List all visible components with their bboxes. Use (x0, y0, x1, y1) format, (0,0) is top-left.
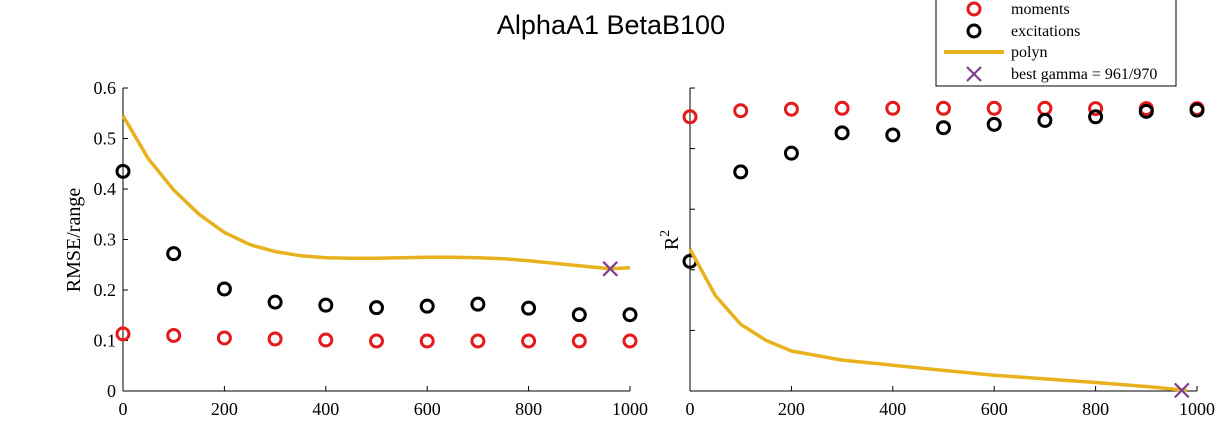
legend-entry: excitations (966, 23, 1080, 40)
left-y-tick-label: 0.1 (94, 331, 117, 351)
left-y-tick-label: 0 (107, 381, 116, 401)
right-moments-point (834, 100, 850, 116)
right-series-best (1174, 382, 1190, 399)
left-excitations-point (267, 294, 283, 310)
left-x-tick-label: 800 (515, 399, 542, 419)
right-moments-point (733, 103, 749, 119)
right-y-axis-label: R2 (658, 230, 683, 250)
left-x-tick-label: 0 (119, 399, 128, 419)
left-best-gamma-marker-stroke-b (602, 261, 619, 277)
left-excitations-point (115, 163, 131, 179)
left-moments-point (419, 333, 435, 349)
right-excitations-point (885, 127, 901, 143)
left-best-gamma-marker (602, 261, 619, 277)
figure-title: AlphaA1 BetaB100 (497, 10, 725, 40)
legend-label: best gamma = 961/970 (1011, 66, 1157, 83)
right-series-moments (682, 100, 1205, 125)
left-y-tick-label: 0.6 (94, 78, 117, 98)
left-moments-point (267, 331, 283, 347)
left-moments-point (166, 327, 182, 343)
right-y-axis-label-superscript: 2 (658, 230, 673, 237)
legend-symbol-moments (966, 1, 982, 17)
left-excitations-point (369, 300, 384, 316)
right-moments-point (1037, 100, 1053, 116)
left-moments-point (216, 330, 232, 346)
right-best-gamma-marker-stroke-b (1174, 382, 1190, 399)
right-moments-point (936, 100, 951, 116)
left-moments-point (521, 333, 537, 349)
left-moments-point (318, 332, 334, 348)
left-moments-point (115, 326, 131, 342)
right-x-tick-label: 1000 (1179, 399, 1215, 419)
right-moments-point (1088, 101, 1104, 117)
right-series-excitations (682, 102, 1205, 269)
right-moments-point (783, 101, 799, 117)
left-excitations-point (622, 307, 638, 323)
left-y-tick-label: 0.5 (94, 129, 117, 149)
left-x-tick-label: 600 (414, 399, 441, 419)
legend: moments excitations polyn best gamma = 961/… (935, 0, 1177, 87)
left-y-tick-label: 0.2 (94, 280, 117, 300)
left-rmse-panel: 0 200 400 600 800 1000 0 0.1 0.2 0.3 0.4 0.5 0.6 RMSE… (63, 78, 648, 419)
left-y-tick-label: 0.4 (94, 179, 117, 199)
right-x-tick-label: 0 (686, 399, 695, 419)
right-polyn-line (688, 248, 1188, 393)
left-excitations-point (216, 281, 232, 297)
left-excitations-point (419, 298, 435, 314)
legend-label: polyn (1011, 44, 1047, 61)
legend-symbol-best-gamma-stroke-b (966, 66, 982, 82)
right-best-gamma-marker (1174, 382, 1190, 399)
left-moments-point (470, 333, 486, 349)
left-y-tick-label: 0.3 (94, 230, 117, 250)
left-excitations-point (521, 300, 537, 316)
right-excitations-point (1088, 109, 1104, 125)
right-x-tick-label: 800 (1082, 399, 1109, 419)
left-excitations-point (318, 297, 334, 313)
right-excitations-point (1138, 103, 1154, 119)
left-series-polyn (121, 114, 631, 271)
right-excitations-point (1037, 112, 1053, 128)
right-x-tick-label: 600 (981, 399, 1008, 419)
left-moments-point (571, 333, 587, 349)
left-y-axis-label: RMSE/range (63, 188, 85, 293)
right-x-tick-label: 200 (778, 399, 805, 419)
left-excitations-point (571, 307, 587, 323)
right-moments-point (682, 109, 698, 125)
left-excitations-point (166, 246, 182, 262)
left-polyn-line (121, 114, 631, 271)
right-excitations-point (1189, 102, 1205, 118)
left-x-tick-label: 200 (211, 399, 238, 419)
legend-entry: best gamma = 961/970 (966, 66, 1157, 83)
legend-symbol-excitations (966, 23, 982, 39)
left-moments-point (369, 333, 384, 349)
legend-label: moments (1011, 1, 1070, 18)
right-excitations-point (936, 120, 951, 136)
right-moments-point (885, 100, 901, 116)
right-excitations-point (834, 125, 850, 141)
left-x-tick-label: 400 (312, 399, 339, 419)
right-x-tick-label: 400 (879, 399, 906, 419)
legend-label: excitations (1011, 23, 1080, 40)
legend-entry: polyn (944, 44, 1047, 61)
left-series-moments (115, 326, 638, 349)
right-excitations-point (783, 145, 799, 161)
left-x-tick-label: 1000 (612, 399, 648, 419)
left-series-best (602, 261, 619, 277)
right-r2-panel: 0 200 400 600 800 1000 R2 (658, 87, 1215, 419)
legend-items: moments excitations polyn best gamma = 961/… (944, 1, 1157, 83)
left-excitations-point (470, 296, 486, 312)
left-series-excitations (115, 163, 638, 323)
right-excitations-point (986, 116, 1002, 132)
legend-symbol-best-gamma (966, 66, 982, 82)
right-excitations-point (733, 164, 749, 180)
right-series-polyn (688, 248, 1188, 393)
left-moments-point (622, 333, 638, 349)
right-moments-point (986, 100, 1002, 116)
legend-entry: moments (966, 1, 1070, 18)
